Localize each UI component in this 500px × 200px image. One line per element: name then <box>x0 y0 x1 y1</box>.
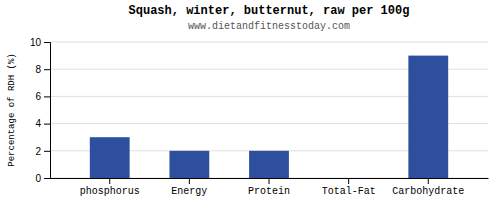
y-tick: 10 <box>30 37 50 48</box>
y-tick-mark <box>44 124 50 125</box>
x-tick-label: Energy <box>171 186 207 197</box>
x-tick-mark <box>348 178 349 184</box>
y-tick-label: 0 <box>35 173 41 184</box>
subtitle: www.dietandfitnesstoday.com <box>188 21 350 32</box>
y-tick: 8 <box>35 64 50 75</box>
x-tick-label: Total-Fat <box>322 186 376 197</box>
y-tick-mark <box>44 178 50 179</box>
x-tick: Total-Fat <box>322 178 376 197</box>
x-tick: Protein <box>248 178 290 197</box>
plot: phosphorus Energy Protein Total-Fat Carbohyd… <box>30 37 489 197</box>
y-tick-label: 2 <box>35 146 41 157</box>
x-tick-mark <box>109 178 110 184</box>
bar <box>329 178 369 179</box>
y-tick-label: 8 <box>35 64 41 75</box>
y-tick-mark <box>44 42 50 43</box>
bar <box>90 137 130 178</box>
x-tick-label: phosphorus <box>80 186 140 197</box>
x-tick: phosphorus <box>80 178 140 197</box>
x-tick-label: Protein <box>248 186 290 197</box>
y-tick: 6 <box>35 91 50 102</box>
title: Squash, winter, butternut, raw per 100g <box>129 4 410 18</box>
bar <box>408 56 448 178</box>
chart: Squash, winter, butternut, raw per 100g w… <box>0 0 500 200</box>
y-tick-label: 10 <box>30 37 42 48</box>
bar <box>249 151 289 178</box>
x-tick-label: Carbohydrate <box>392 186 464 197</box>
y-axis: 0 2 4 6 8 10 <box>30 37 51 184</box>
x-tick: Energy <box>171 178 207 197</box>
bars <box>90 56 448 178</box>
y-tick-mark <box>44 96 50 97</box>
y-axis-line <box>44 43 51 179</box>
x-tick-mark <box>428 178 429 184</box>
y-tick: 4 <box>35 118 50 129</box>
y-tick-mark <box>44 151 50 152</box>
y-tick: 2 <box>35 146 50 157</box>
x-tick-mark <box>269 178 270 184</box>
y-tick-mark <box>44 69 50 70</box>
x-axis: phosphorus Energy Protein Total-Fat Carbohyd… <box>51 178 489 197</box>
y-tick-label: 4 <box>35 118 41 129</box>
bar <box>169 151 209 178</box>
y-tick-label: 6 <box>35 91 41 102</box>
y-axis-title: Percentage of RDH (%) <box>7 53 17 166</box>
x-tick-mark <box>189 178 190 184</box>
grid <box>50 42 488 178</box>
grid-line <box>50 42 488 43</box>
y-tick: 0 <box>35 173 50 184</box>
x-tick: Carbohydrate <box>392 178 464 197</box>
